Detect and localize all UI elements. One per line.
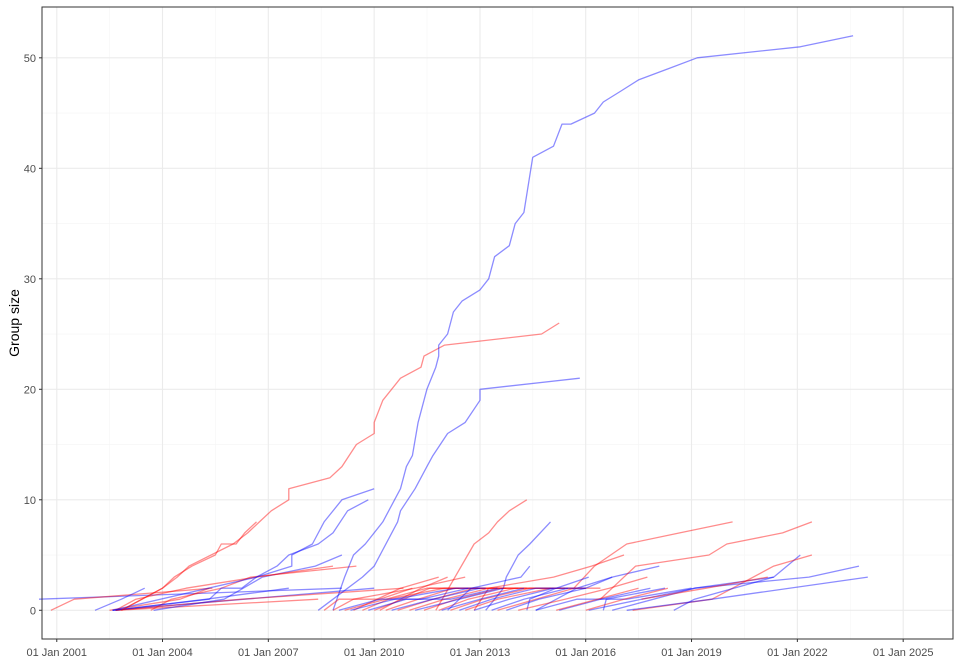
series-line-blue xyxy=(506,576,613,611)
series-line-blue xyxy=(391,587,481,611)
series-line-red xyxy=(353,576,439,611)
series-line-blue xyxy=(559,587,651,611)
series-line-blue xyxy=(459,587,586,611)
series-line-red xyxy=(585,587,669,611)
series-line-red xyxy=(121,322,560,611)
series-line-red xyxy=(109,587,210,611)
series-line-red xyxy=(423,587,551,611)
series-line-red xyxy=(409,587,527,611)
x-tick-label: 01 Jan 2022 xyxy=(767,647,828,659)
y-tick-label: 10 xyxy=(24,495,36,507)
x-tick-label: 01 Jan 2010 xyxy=(344,647,405,659)
series-line-red xyxy=(450,587,586,611)
axes: 0 10 20 30 40 50 01 Jan 2001 01 Jan 2004 01 Jan … xyxy=(24,53,934,659)
series-line-red xyxy=(373,587,486,611)
x-tick-label: 01 Jan 2019 xyxy=(661,647,722,659)
y-tick-label: 30 xyxy=(24,274,36,286)
series-line-blue xyxy=(626,576,868,611)
series-line-red xyxy=(362,587,495,611)
x-tick-label: 01 Jan 2016 xyxy=(555,647,616,659)
x-tick-label: 01 Jan 2025 xyxy=(873,647,934,659)
x-tick-label: 01 Jan 2007 xyxy=(238,647,299,659)
y-tick-label: 20 xyxy=(24,384,36,396)
series-line-blue xyxy=(526,576,589,611)
series-line-red xyxy=(323,587,413,611)
series-line-red xyxy=(518,576,648,611)
series-line-blue xyxy=(447,565,531,611)
series-line-red xyxy=(115,598,319,611)
series-line-red xyxy=(115,587,404,611)
y-tick-label: 40 xyxy=(24,163,36,175)
series-line-red xyxy=(332,576,466,611)
series-line-blue xyxy=(338,587,469,611)
series-line-blue xyxy=(112,488,375,611)
series-line-red xyxy=(385,587,507,611)
series-line-blue xyxy=(350,587,486,611)
series-line-blue xyxy=(441,587,525,611)
series-line-blue xyxy=(612,554,801,611)
y-tick-label: 50 xyxy=(24,53,36,65)
series-line-blue xyxy=(602,587,666,611)
series-line-red xyxy=(464,587,601,611)
series-line-red xyxy=(599,521,813,600)
series-line-red xyxy=(435,499,528,611)
series-line-red xyxy=(115,565,334,611)
series-line-blue xyxy=(491,587,569,611)
series-line-blue xyxy=(115,587,289,611)
series-line-blue xyxy=(535,587,692,611)
series-line-red xyxy=(344,587,460,611)
series-line-red xyxy=(632,554,813,611)
series-line-blue xyxy=(94,587,145,611)
series-line-blue xyxy=(535,565,660,611)
series-line-red xyxy=(397,587,519,611)
series-line-red xyxy=(379,576,448,611)
y-tick-label: 0 xyxy=(30,605,36,617)
y-axis-title: Group size xyxy=(6,289,22,357)
series-line-blue xyxy=(112,587,375,611)
series-line-red xyxy=(497,521,733,611)
series-lines xyxy=(38,35,868,611)
series-line-red xyxy=(121,521,257,611)
gridlines xyxy=(42,7,953,639)
x-tick-label: 01 Jan 2013 xyxy=(450,647,511,659)
series-line-red xyxy=(556,587,639,611)
x-tick-label: 01 Jan 2001 xyxy=(26,647,87,659)
series-line-red xyxy=(641,576,768,600)
series-line-red xyxy=(473,554,625,611)
series-line-red xyxy=(50,587,213,611)
series-line-blue xyxy=(414,587,504,611)
series-line-blue xyxy=(153,554,343,611)
x-tick-label: 01 Jan 2004 xyxy=(132,647,193,659)
series-line-blue xyxy=(673,576,774,611)
series-line-blue xyxy=(38,587,342,600)
series-line-blue xyxy=(368,587,498,611)
series-line-blue xyxy=(112,499,369,611)
series-line-blue xyxy=(473,587,554,611)
series-line-blue xyxy=(317,377,580,611)
series-line-blue xyxy=(332,35,854,611)
series-line-red xyxy=(150,565,357,611)
series-line-red xyxy=(438,587,565,611)
panel-border xyxy=(41,6,954,640)
series-line-blue xyxy=(588,565,860,611)
series-line-blue xyxy=(485,521,551,611)
